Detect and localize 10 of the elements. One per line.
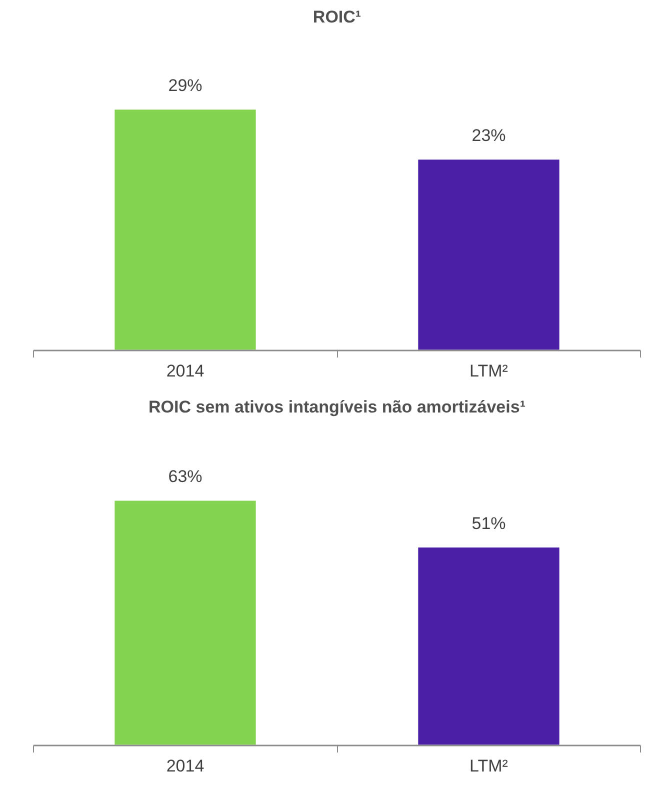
data-label: 23% xyxy=(472,126,506,145)
data-label: 51% xyxy=(472,514,506,533)
x-tick-label: 2014 xyxy=(166,362,204,380)
data-label: 63% xyxy=(168,467,202,486)
x-tick-label: LTM² xyxy=(470,756,508,776)
x-tick-label: LTM² xyxy=(470,362,508,380)
chart-title: ROIC sem ativos intangíveis não amortizáveis¹ xyxy=(148,398,526,416)
x-tick-label: 2014 xyxy=(166,756,204,776)
data-label: 29% xyxy=(168,76,202,95)
chart-title: ROIC¹ xyxy=(312,8,362,26)
